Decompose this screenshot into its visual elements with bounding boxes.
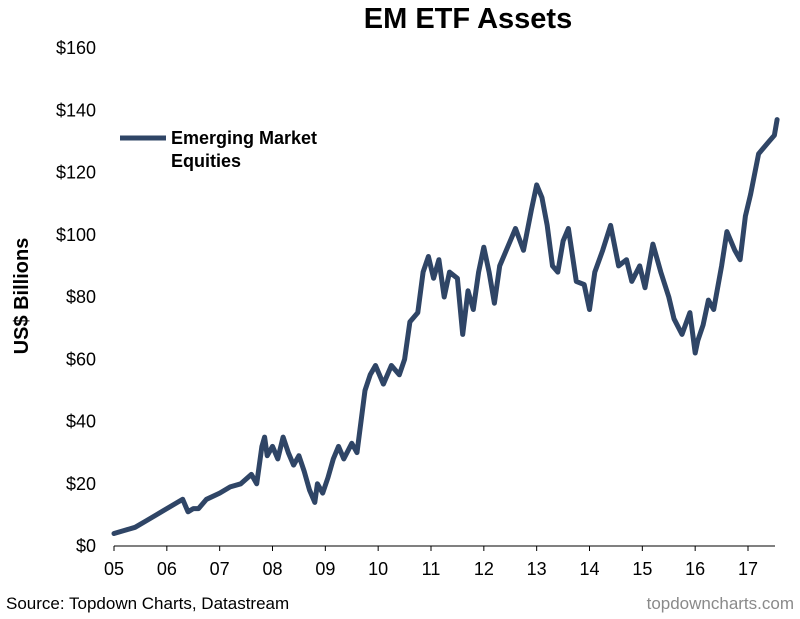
x-tick-label: 05 — [104, 559, 124, 579]
x-tick-label: 14 — [579, 559, 599, 579]
source-note: Source: Topdown Charts, Datastream — [6, 594, 289, 613]
y-tick-label: $60 — [66, 349, 96, 369]
x-tick-label: 11 — [422, 559, 441, 579]
x-tick-label: 13 — [527, 559, 547, 579]
x-tick-label: 10 — [368, 559, 388, 579]
x-tick-label: 17 — [738, 559, 758, 579]
y-tick-label: $40 — [66, 412, 96, 432]
x-tick-label: 09 — [315, 559, 335, 579]
x-tick-label: 16 — [685, 559, 705, 579]
series-layer — [111, 117, 780, 536]
y-axis-label: US$ Billions — [11, 238, 33, 355]
y-tick-label: $140 — [56, 100, 96, 120]
y-axis-ticks: $0 $20 $40 $60 $80 $100 $120 $140 $160 — [56, 38, 96, 556]
chart-title: EM ETF Assets — [364, 3, 572, 35]
y-tick-label: $160 — [56, 38, 96, 58]
x-tick-label: 15 — [632, 559, 652, 579]
legend: Emerging Market Equities — [120, 128, 317, 171]
brand-watermark: topdowncharts.com — [647, 594, 794, 613]
legend-label-line2: Equities — [171, 151, 241, 171]
legend-label-line1: Emerging Market — [171, 128, 317, 148]
x-tick-label: 12 — [474, 559, 494, 579]
x-tick-label: 08 — [262, 559, 282, 579]
y-tick-label: $100 — [56, 225, 96, 245]
series-line-emerging-market-equities — [111, 117, 780, 536]
y-tick-label: $80 — [66, 287, 96, 307]
y-tick-label: $20 — [66, 474, 96, 494]
x-tick-label: 07 — [210, 559, 230, 579]
y-tick-label: $120 — [56, 163, 96, 183]
x-tick-label: 06 — [157, 559, 177, 579]
y-tick-label: $0 — [76, 536, 96, 556]
x-axis-ticks: 05 06 07 08 09 10 11 12 13 14 15 16 17 — [104, 546, 758, 579]
